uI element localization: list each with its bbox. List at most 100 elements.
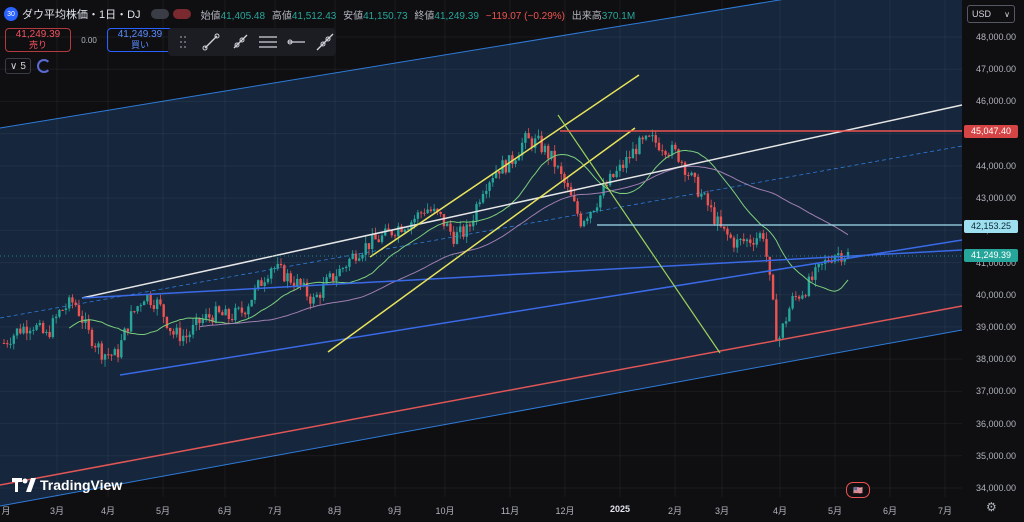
candle-body: [722, 226, 726, 229]
candle-body: [602, 184, 605, 196]
candle-body: [579, 213, 582, 227]
candle-body: [820, 263, 824, 265]
sell-button[interactable]: 41,249.39 売り: [5, 28, 71, 52]
trend-line-icon[interactable]: [200, 32, 222, 52]
candle-body: [81, 315, 84, 323]
candle-body: [667, 154, 670, 156]
currency-selector[interactable]: USD ∨: [967, 5, 1015, 23]
candle-body: [615, 170, 618, 178]
parallel-channel-icon[interactable]: [257, 32, 279, 52]
candle-body: [452, 231, 455, 244]
candle-body: [19, 328, 22, 334]
candle-body: [781, 323, 785, 338]
candle-body: [641, 137, 644, 140]
candle-body: [390, 230, 393, 236]
blue-trend-line-lower: [119, 239, 963, 376]
candle-body: [139, 305, 143, 307]
candle-body: [442, 214, 446, 227]
candle-body: [325, 277, 328, 284]
candle-body: [230, 319, 234, 321]
candle-body: [494, 171, 498, 179]
price-axis-label: 43,000.00: [975, 193, 1016, 204]
ma-short-line: [68, 149, 849, 335]
alert-icon[interactable]: [172, 9, 191, 19]
last-price-tag: 41,249.39: [964, 249, 1018, 262]
horizontal-ray-icon[interactable]: [285, 32, 307, 52]
candle-body: [595, 207, 599, 211]
candle-body: [833, 255, 837, 262]
candle-body: [791, 296, 794, 309]
candle-body: [716, 216, 719, 224]
candle-body: [32, 329, 35, 331]
candle-body: [524, 133, 527, 143]
candle-body: [485, 190, 488, 194]
chevron-down-icon: ∨: [10, 60, 18, 72]
candle-body: [429, 209, 433, 212]
high-value: 41,512.43: [291, 10, 337, 22]
buy-button[interactable]: 41,249.39 買い: [107, 28, 173, 52]
ma-long-line: [199, 165, 849, 328]
candle-body: [90, 329, 94, 346]
candle-body: [830, 261, 833, 263]
candle-body: [123, 328, 126, 341]
candle-body: [729, 234, 732, 238]
candle-body: [478, 202, 481, 205]
currency-label: USD: [972, 9, 992, 19]
candle-body: [468, 224, 472, 227]
candle-body: [260, 280, 263, 286]
candle-body: [599, 195, 602, 208]
time-axis-label: 6月: [217, 506, 233, 516]
time-axis-label: 4月: [772, 506, 788, 516]
candle-body: [749, 239, 752, 243]
time-axis-label: 3月: [714, 506, 730, 516]
time-axis-label: 7月: [267, 506, 283, 516]
gear-icon[interactable]: ⚙: [986, 500, 997, 514]
candle-body: [224, 309, 227, 316]
visibility-toggle-icon[interactable]: [150, 9, 169, 19]
candle-body: [801, 295, 804, 299]
candle-body: [445, 223, 449, 227]
candle-body: [732, 237, 736, 248]
candle-body: [742, 238, 745, 242]
price-axis-label: 37,000.00: [975, 386, 1016, 397]
candle-body: [706, 193, 710, 206]
candle-body: [253, 288, 257, 300]
price-axis-label: 41,000.00: [975, 257, 1016, 268]
candle-body: [175, 327, 178, 335]
candle-body: [543, 145, 547, 153]
candle-body: [550, 150, 553, 159]
candle-body: [582, 220, 586, 227]
candle-body: [683, 162, 687, 175]
candle-body: [338, 268, 341, 277]
candle-body: [162, 304, 165, 317]
time-axis-label: 2025: [609, 504, 631, 514]
volume-label: 出来高: [571, 10, 602, 22]
buy-price: 41,249.39: [117, 29, 163, 40]
candle-body: [449, 223, 452, 232]
tradingview-logo[interactable]: TradingView: [12, 477, 122, 493]
candle-body: [657, 142, 661, 151]
candle-body: [553, 150, 556, 167]
extended-line-icon[interactable]: [314, 32, 336, 52]
candle-body: [589, 211, 592, 219]
blue-trend-line-upper: [81, 249, 963, 299]
change-value: −119.07 (−0.29%): [485, 10, 566, 22]
channel-upper-line: [0, 0, 783, 129]
indicator-count: 5: [20, 60, 26, 72]
ray-icon[interactable]: [229, 32, 251, 52]
candle-body: [426, 209, 429, 214]
drag-handle-icon[interactable]: [172, 32, 194, 52]
candle-body: [354, 253, 358, 261]
candle-body: [527, 133, 530, 139]
candle-body: [331, 273, 335, 281]
symbol-title[interactable]: ダウ平均株価・1日・DJ: [22, 9, 141, 21]
candle-body: [674, 144, 677, 150]
refresh-icon[interactable]: [36, 59, 51, 73]
us-flag-icon[interactable]: 🇺🇸: [846, 482, 870, 498]
indicators-toggle[interactable]: ∨ 5: [5, 58, 31, 74]
candle-body: [459, 226, 462, 233]
candle-body: [289, 273, 292, 283]
time-axis-label: 月: [1, 506, 11, 516]
